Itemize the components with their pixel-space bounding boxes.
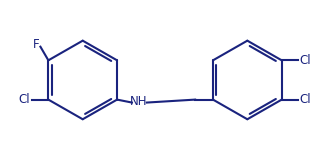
Text: NH: NH	[130, 95, 148, 108]
Text: F: F	[33, 38, 40, 51]
Text: Cl: Cl	[300, 93, 311, 106]
Text: Cl: Cl	[300, 54, 311, 67]
Text: Cl: Cl	[19, 93, 30, 106]
